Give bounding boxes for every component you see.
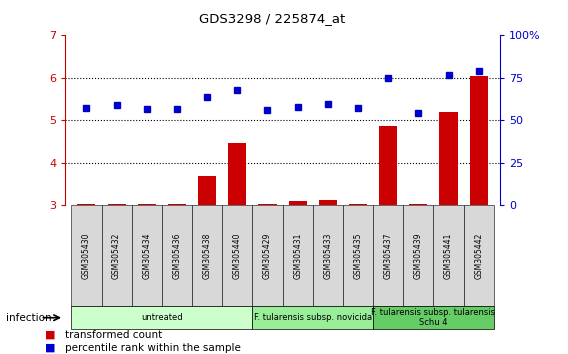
Bar (138, 204, 156, 205)
Text: ■: ■ (45, 343, 56, 353)
Bar (198, 176, 216, 205)
Bar (319, 200, 337, 205)
Text: GSM305435: GSM305435 (353, 233, 362, 279)
Bar (440, 112, 458, 205)
Text: transformed count: transformed count (65, 330, 162, 339)
Text: infection: infection (6, 313, 51, 323)
Text: percentile rank within the sample: percentile rank within the sample (65, 343, 241, 353)
Bar (410, 204, 427, 205)
Bar (379, 126, 397, 205)
Text: F. tularensis subsp. novicida: F. tularensis subsp. novicida (254, 313, 372, 322)
Text: GSM305440: GSM305440 (233, 233, 242, 279)
Bar (107, 204, 126, 205)
Bar (228, 143, 247, 205)
Text: GSM305430: GSM305430 (82, 233, 91, 279)
Bar (77, 204, 95, 205)
Text: GSM305438: GSM305438 (203, 233, 212, 279)
Text: GSM305432: GSM305432 (112, 233, 121, 279)
Text: GSM305441: GSM305441 (444, 233, 453, 279)
Bar (289, 201, 307, 205)
Text: GSM305434: GSM305434 (143, 233, 151, 279)
Bar (470, 76, 488, 205)
Text: GSM305437: GSM305437 (384, 233, 392, 279)
Text: GSM305431: GSM305431 (293, 233, 302, 279)
Text: F. tularensis subsp. tularensis
Schu 4: F. tularensis subsp. tularensis Schu 4 (371, 308, 495, 327)
Bar (168, 204, 186, 205)
Text: ■: ■ (45, 330, 56, 339)
Text: GSM305433: GSM305433 (323, 233, 332, 279)
Text: GSM305429: GSM305429 (263, 233, 272, 279)
Text: GSM305442: GSM305442 (474, 233, 483, 279)
Bar (258, 204, 277, 205)
Text: GDS3298 / 225874_at: GDS3298 / 225874_at (199, 12, 345, 25)
Text: GSM305439: GSM305439 (414, 233, 423, 279)
Text: GSM305436: GSM305436 (173, 233, 181, 279)
Bar (349, 204, 367, 205)
Text: untreated: untreated (141, 313, 183, 322)
